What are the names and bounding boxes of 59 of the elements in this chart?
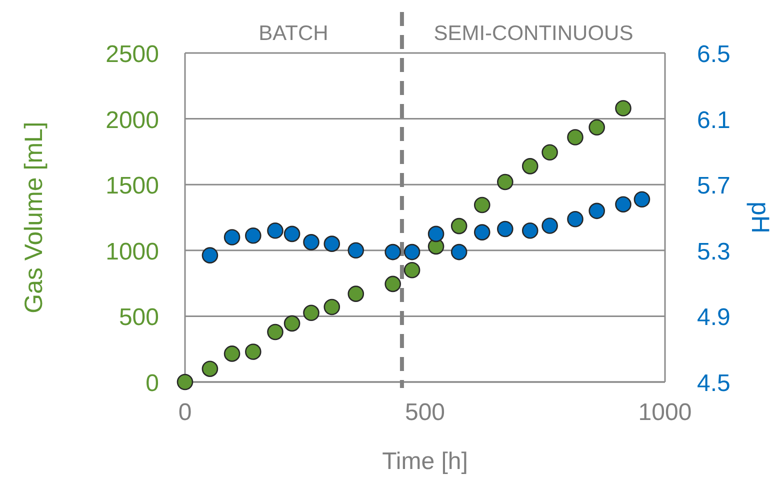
y-tick-label: 500 <box>118 304 159 332</box>
point <box>522 222 538 239</box>
point <box>324 236 340 252</box>
y2-tick-label: 5.7 <box>697 172 730 200</box>
point <box>384 276 401 292</box>
y2-tick-label: 4.9 <box>697 304 730 332</box>
point <box>303 304 320 322</box>
point <box>474 196 490 214</box>
point <box>267 324 284 340</box>
point <box>245 227 262 244</box>
x-axis-title: Time [h] <box>382 448 468 475</box>
point <box>522 158 538 174</box>
point <box>567 210 584 228</box>
point <box>542 144 558 161</box>
point <box>428 226 444 242</box>
y2-axis-title: pH <box>746 202 774 234</box>
text: SEMI-CONTINUOUS <box>434 22 634 45</box>
x-tick-label: 0 <box>178 399 192 426</box>
y-tick-label: 2000 <box>106 106 159 134</box>
y2-tick-label: 6.5 <box>697 41 730 68</box>
point <box>348 286 364 302</box>
point <box>404 262 420 278</box>
point <box>634 191 650 208</box>
point <box>567 129 584 146</box>
point <box>615 196 632 212</box>
y-tick-label: 1000 <box>106 238 159 266</box>
y2-tick-label: 5.3 <box>697 238 730 266</box>
text: BATCH <box>258 22 328 45</box>
point <box>324 298 340 316</box>
point <box>497 220 514 238</box>
y-axis-title: Gas Volume [mL] <box>20 122 48 314</box>
y-tick-label: 0 <box>146 370 159 397</box>
y2-tick-label: 4.5 <box>697 370 730 397</box>
point <box>588 119 605 136</box>
point <box>303 234 320 250</box>
point <box>542 218 558 234</box>
point <box>224 346 240 362</box>
point <box>245 344 262 360</box>
point <box>224 229 240 246</box>
point <box>176 374 194 390</box>
point <box>497 174 514 190</box>
point <box>615 100 632 116</box>
y2-tick-label: 6.1 <box>697 106 730 134</box>
point <box>348 242 364 259</box>
point <box>384 244 401 260</box>
point <box>267 222 284 239</box>
point <box>202 360 218 377</box>
point <box>202 247 218 264</box>
x-tick-label: 1000 <box>638 399 692 426</box>
point <box>474 224 490 240</box>
x-tick-label: 500 <box>404 399 446 426</box>
point <box>588 202 605 220</box>
point <box>450 244 468 260</box>
y-tick-label: 1500 <box>106 172 159 200</box>
point <box>284 315 300 332</box>
y-tick-label: 2500 <box>106 41 159 68</box>
point <box>450 218 468 234</box>
point <box>284 226 300 242</box>
point <box>404 244 420 260</box>
